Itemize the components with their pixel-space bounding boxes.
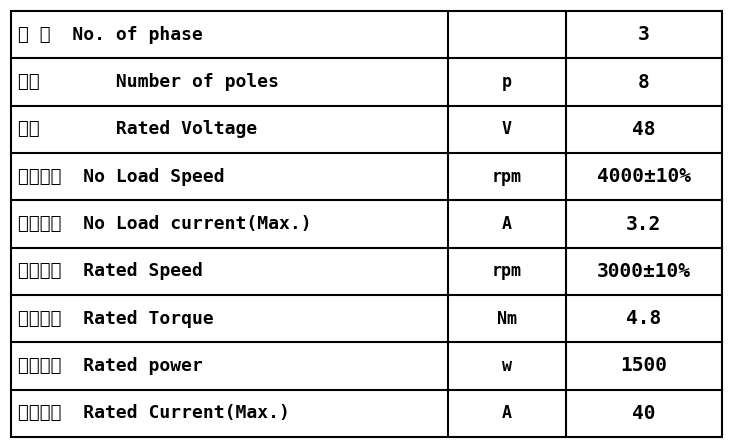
Text: 额定电流  Rated Current(Max.): 额定电流 Rated Current(Max.)	[18, 404, 290, 422]
Text: 电压       Rated Voltage: 电压 Rated Voltage	[18, 121, 257, 138]
Text: 4.8: 4.8	[626, 309, 661, 328]
Text: Nm: Nm	[497, 310, 517, 327]
Text: 相 数  No. of phase: 相 数 No. of phase	[18, 26, 203, 44]
Text: 3: 3	[638, 26, 649, 44]
Text: 3000±10%: 3000±10%	[597, 262, 690, 281]
Text: rpm: rpm	[492, 262, 522, 280]
Text: V: V	[502, 121, 512, 138]
Text: 空载电流  No Load current(Max.): 空载电流 No Load current(Max.)	[18, 215, 312, 233]
Text: 48: 48	[632, 120, 655, 139]
Text: 额定转矩  Rated Torque: 额定转矩 Rated Torque	[18, 310, 214, 327]
Text: 40: 40	[632, 404, 655, 422]
Text: 4000±10%: 4000±10%	[597, 167, 690, 186]
Text: p: p	[502, 73, 512, 91]
Text: 1500: 1500	[620, 356, 667, 375]
Text: rpm: rpm	[492, 168, 522, 186]
Text: 空载转速  No Load Speed: 空载转速 No Load Speed	[18, 168, 225, 186]
Text: 3.2: 3.2	[626, 215, 661, 233]
Text: A: A	[502, 404, 512, 422]
Text: 极数       Number of poles: 极数 Number of poles	[18, 73, 279, 91]
Text: 8: 8	[638, 73, 649, 92]
Text: A: A	[502, 215, 512, 233]
Text: 额定转速  Rated Speed: 额定转速 Rated Speed	[18, 262, 203, 280]
Text: 额定功率  Rated power: 额定功率 Rated power	[18, 357, 203, 375]
Text: w: w	[502, 357, 512, 375]
